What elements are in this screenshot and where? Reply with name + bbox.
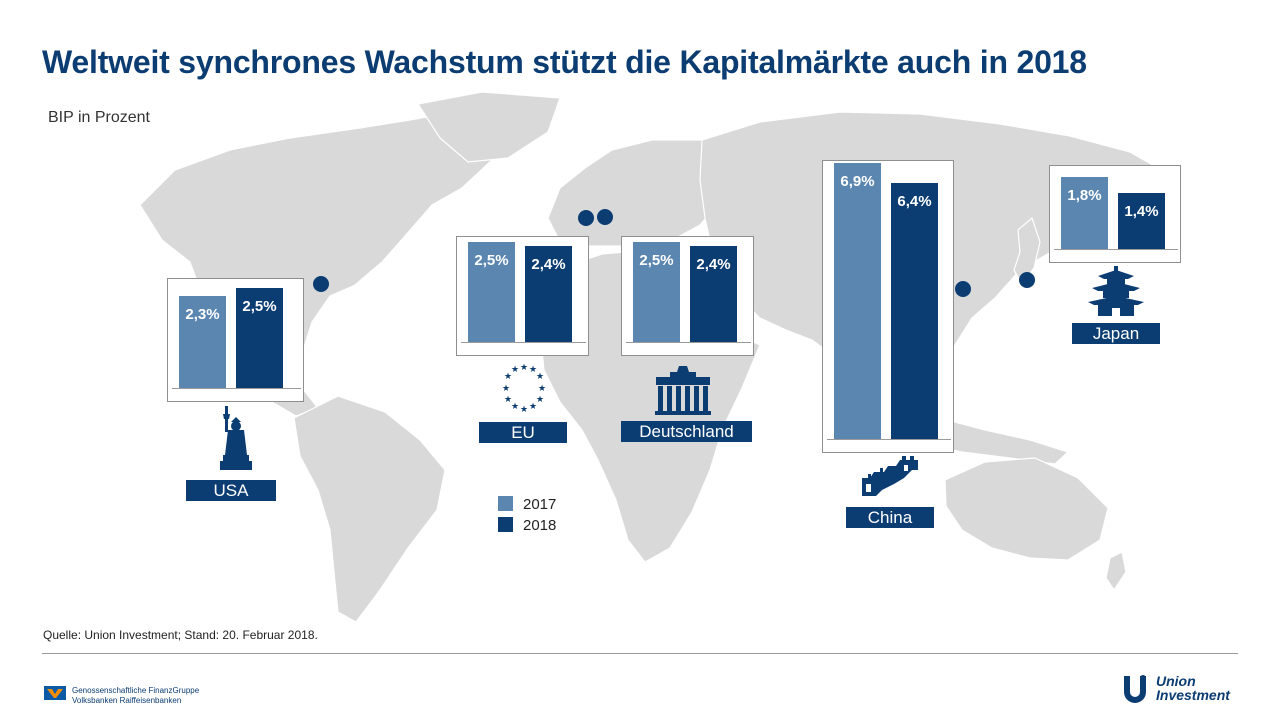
legend-item-2018: 2018 [498, 517, 556, 534]
label-japan-2017: 1,8% [1067, 187, 1101, 204]
bar-germany-2017 [633, 242, 680, 342]
label-china-2017: 6,9% [840, 173, 874, 190]
chart-box-eu: 2,5% 2,4% [456, 236, 589, 356]
footer-org-line1: Genossenschaftliche FinanzGruppe [72, 686, 200, 695]
south-america-shape [293, 395, 446, 623]
chart-subtitle: BIP in Prozent [48, 109, 150, 126]
union-investment-logo-icon [1124, 675, 1146, 703]
legend-item-2017: 2017 [498, 496, 556, 513]
svg-text:★: ★ [520, 363, 528, 373]
label-china-2018: 6,4% [897, 193, 931, 210]
chart-box-germany: 2,5% 2,4% [621, 236, 754, 356]
bar-japan-2017 [1061, 177, 1108, 249]
greenland-shape [417, 91, 561, 163]
great-wall-icon [862, 456, 918, 496]
svg-text:★: ★ [504, 372, 512, 382]
svg-text:★: ★ [529, 365, 537, 375]
australia-shape [944, 457, 1109, 561]
svg-text:★: ★ [520, 405, 528, 414]
brand-line2: Investment [1156, 687, 1230, 703]
legend-swatch-2017 [498, 496, 513, 511]
legend-label-2017: 2017 [523, 496, 557, 513]
svg-text:★: ★ [536, 372, 544, 382]
bar-china-2018 [891, 183, 938, 439]
eu-stars-icon: ★ ★★ ★★★ ★★★ ★★★ [502, 363, 546, 414]
footer-organization: Genossenschaftliche FinanzGruppe Volksba… [72, 686, 199, 706]
footer-org-line2: Volksbanken Raiffeisenbanken [72, 696, 182, 705]
svg-text:★: ★ [538, 384, 546, 394]
svg-text:★: ★ [511, 402, 519, 412]
source-note: Quelle: Union Investment; Stand: 20. Feb… [43, 628, 318, 642]
marker-usa [313, 276, 329, 292]
label-japan-2018: 1,4% [1124, 203, 1158, 220]
chart-box-japan: 1,8% 1,4% [1049, 165, 1181, 263]
country-label-germany: Deutschland [621, 421, 752, 442]
svg-text:★: ★ [504, 395, 512, 405]
bar-usa-2017 [179, 296, 226, 388]
bar-eu-2017 [468, 242, 515, 342]
label-germany-2018: 2,4% [696, 256, 730, 273]
country-label-china: China [846, 507, 934, 528]
svg-text:★: ★ [511, 365, 519, 375]
brand-line1: Union [1156, 673, 1196, 689]
chart-box-china: 6,9% 6,4% [822, 160, 954, 453]
svg-text:★: ★ [502, 384, 510, 394]
svg-text:★: ★ [529, 402, 537, 412]
new-zealand-shape [1105, 551, 1127, 592]
statue-of-liberty-icon [220, 406, 252, 470]
bar-usa-2018 [236, 288, 283, 388]
label-usa-2018: 2,5% [242, 298, 276, 315]
brand-wordmark: Union Investment [1156, 674, 1230, 702]
country-label-usa: USA [186, 480, 276, 501]
country-label-eu: EU [479, 422, 567, 443]
label-eu-2017: 2,5% [474, 252, 508, 269]
marker-germany [597, 209, 613, 225]
chart-box-usa: 2,3% 2,5% [167, 278, 304, 402]
legend-swatch-2018 [498, 517, 513, 532]
marker-japan [1019, 272, 1035, 288]
vr-bank-logo-icon [44, 686, 66, 700]
bar-china-2017 [834, 163, 881, 439]
label-usa-2017: 2,3% [185, 306, 219, 323]
bar-eu-2018 [525, 246, 572, 342]
svg-text:★: ★ [536, 395, 544, 405]
bar-germany-2018 [690, 246, 737, 342]
marker-eu [578, 210, 594, 226]
bar-japan-2018 [1118, 193, 1165, 249]
label-germany-2017: 2,5% [639, 252, 673, 269]
country-label-japan: Japan [1072, 323, 1160, 344]
footer-divider [42, 653, 1238, 654]
page-title: Weltweit synchrones Wachstum stützt die … [42, 44, 1087, 80]
legend-label-2018: 2018 [523, 517, 557, 534]
brandenburg-gate-icon [655, 366, 711, 415]
label-eu-2018: 2,4% [531, 256, 565, 273]
marker-china [955, 281, 971, 297]
pagoda-icon [1088, 266, 1144, 316]
